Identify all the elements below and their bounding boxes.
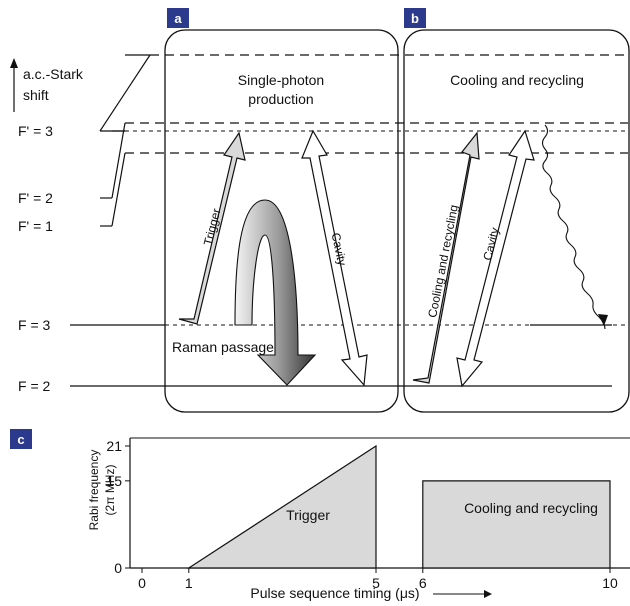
stark-label-line1: a.c.-Stark bbox=[23, 66, 84, 82]
f3p-label: F' = 3 bbox=[18, 123, 53, 139]
x-tick-label: 6 bbox=[419, 575, 427, 591]
panel-a-title-line2: production bbox=[248, 91, 313, 107]
x-tick-label: 5 bbox=[372, 575, 380, 591]
series-label-cooling: Cooling and recycling bbox=[464, 500, 598, 516]
pulse-timing-chart: Rabi frequency (2π MHz) Pulse sequence t… bbox=[87, 437, 630, 601]
xlabel-arrow-head bbox=[484, 590, 492, 598]
svg-text:c: c bbox=[17, 432, 24, 447]
stark-label-line2: shift bbox=[23, 87, 49, 103]
panel-b-box bbox=[403, 29, 630, 413]
svg-text:b: b bbox=[411, 11, 419, 26]
y-tick-label: 15 bbox=[106, 473, 122, 489]
stark-arrow-head bbox=[10, 58, 18, 68]
panel-b-title: Cooling and recycling bbox=[450, 72, 584, 88]
chart-ylabel-line1: Rabi frequency bbox=[87, 450, 101, 531]
panel-a-box bbox=[164, 29, 399, 413]
panel-b-label: b bbox=[404, 8, 426, 28]
chart-xlabel: Pulse sequence timing (μs) bbox=[250, 585, 419, 601]
svg-text:a: a bbox=[174, 11, 182, 26]
panel-c-label: c bbox=[10, 429, 32, 449]
f2-label: F = 2 bbox=[18, 378, 51, 394]
cavity-arrow-b: Cavity bbox=[456, 129, 535, 388]
raman-passage-arrow bbox=[234, 199, 317, 386]
decay-wavy-arrow bbox=[541, 124, 608, 330]
pulse-cooling-recycling bbox=[422, 480, 611, 569]
f3-label: F = 3 bbox=[18, 317, 51, 333]
x-tick-label: 0 bbox=[138, 575, 146, 591]
x-tick-label: 1 bbox=[185, 575, 193, 591]
pulse-trigger bbox=[186, 444, 377, 569]
panel-a-label: a bbox=[167, 8, 189, 28]
svg-text:Cavity: Cavity bbox=[329, 231, 350, 267]
cavity-arrow-a: Cavity bbox=[301, 129, 368, 387]
stark-connector bbox=[99, 54, 151, 132]
chart-ylabel-line2: (2π MHz) bbox=[103, 465, 117, 516]
series-label-trigger: Trigger bbox=[286, 507, 330, 523]
f2p-connector bbox=[111, 122, 126, 199]
f1p-connector bbox=[111, 152, 126, 227]
y-tick-label: 0 bbox=[114, 560, 122, 576]
f2p-label: F' = 2 bbox=[18, 190, 53, 206]
x-tick-label: 10 bbox=[602, 575, 618, 591]
trigger-arrow: Trigger bbox=[178, 131, 246, 325]
y-tick-label: 21 bbox=[106, 438, 122, 454]
raman-passage-label: Raman passage bbox=[172, 339, 274, 355]
panel-a-title-line1: Single-photon bbox=[238, 72, 324, 88]
f1p-label: F' = 1 bbox=[18, 218, 53, 234]
